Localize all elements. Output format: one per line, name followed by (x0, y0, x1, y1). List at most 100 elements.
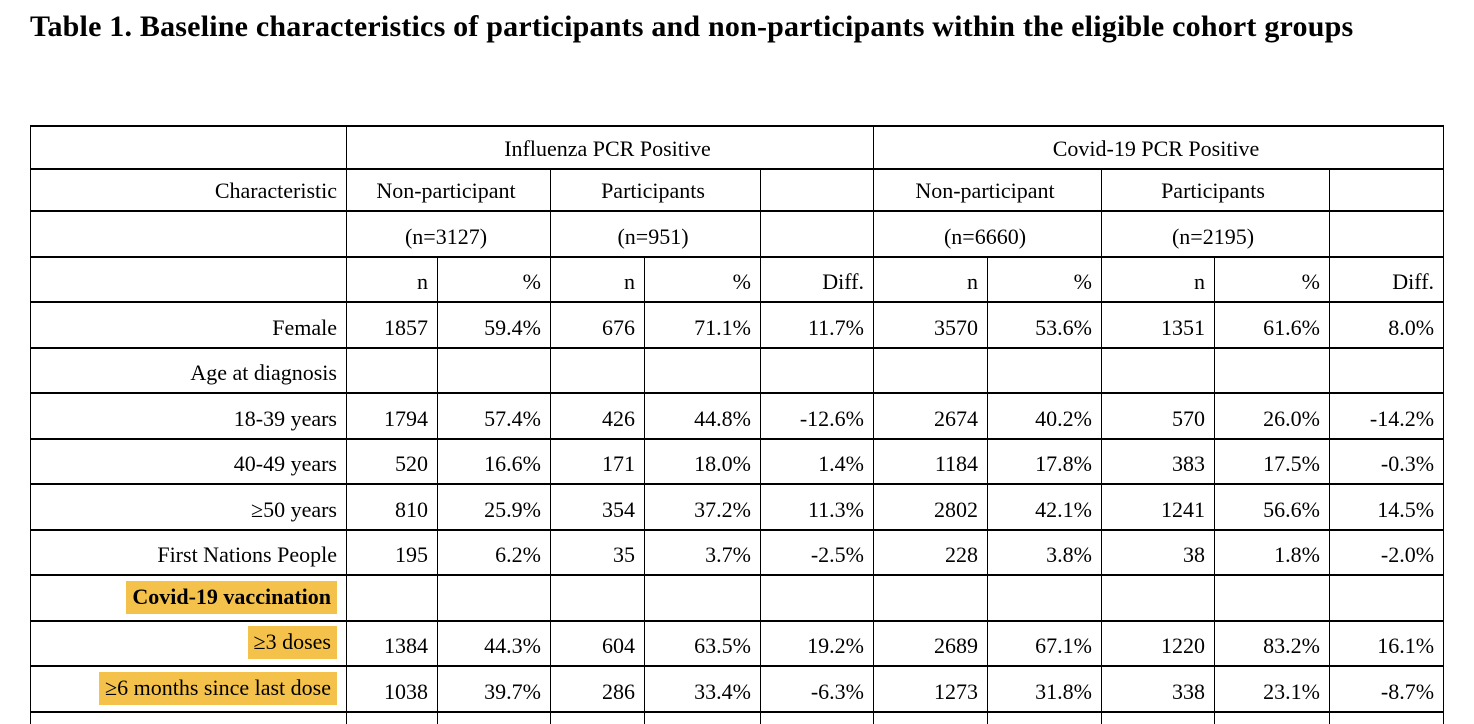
value-cell: 71.1% (644, 301, 761, 349)
highlight-mark: Covid-19 vaccination (126, 580, 337, 614)
row-label: 40-49 years (30, 437, 347, 485)
value-cell: 354 (550, 483, 645, 531)
value-cell: 1384 (346, 619, 438, 667)
empty-cell (1101, 346, 1215, 394)
value-cell: 59.4% (437, 301, 551, 349)
value-cell: 1220 (1101, 619, 1215, 667)
col-header-pct: % (987, 256, 1102, 303)
empty-cell (30, 125, 347, 170)
empty-cell (760, 574, 874, 622)
empty-cell (760, 346, 874, 394)
value-cell: 1.8% (1214, 528, 1330, 576)
value-cell: 383 (1101, 437, 1215, 485)
value-cell: 44.8% (644, 392, 761, 440)
empty-cell (987, 574, 1102, 622)
covid-participants-n: (n=2195) (1101, 210, 1330, 258)
empty-cell (1328, 710, 1445, 724)
row-label: Female (30, 301, 347, 349)
value-cell: 11.3% (760, 483, 874, 531)
col-header-diff: Diff. (760, 256, 874, 303)
value-cell: 1794 (346, 392, 438, 440)
empty-cell (346, 574, 438, 622)
value-cell: 6.2% (437, 528, 551, 576)
value-cell: 1351 (1101, 301, 1215, 349)
value-cell: 286 (550, 665, 645, 713)
value-cell: 8.0% (1328, 301, 1445, 349)
covid-non-participant-n: (n=6660) (873, 210, 1102, 258)
empty-cell (1214, 710, 1330, 724)
value-cell: 3570 (873, 301, 988, 349)
value-cell: 25.9% (437, 483, 551, 531)
characteristic-header: Characteristic (30, 168, 347, 212)
value-cell: 1273 (873, 665, 988, 713)
value-cell: 171 (550, 437, 645, 485)
empty-cell (1101, 574, 1215, 622)
empty-cell (760, 168, 874, 212)
value-cell: 1241 (1101, 483, 1215, 531)
table-row-female: Female 1857 59.4% 676 71.1% 11.7% 3570 5… (30, 301, 1445, 349)
value-cell: 37.2% (644, 483, 761, 531)
value-cell: 228 (873, 528, 988, 576)
empty-cell (346, 710, 438, 724)
value-cell: 426 (550, 392, 645, 440)
value-cell: 338 (1101, 665, 1215, 713)
value-cell: 1184 (873, 437, 988, 485)
value-cell: -6.3% (760, 665, 874, 713)
value-cell: 31.8% (987, 665, 1102, 713)
empty-cell (30, 210, 347, 258)
empty-cell (550, 710, 645, 724)
col-header-n: n (1101, 256, 1215, 303)
influenza-participants-header: Participants (550, 168, 761, 212)
value-cell: 44.3% (437, 619, 551, 667)
row-label: ≥6 months since last dose (30, 665, 347, 713)
empty-cell (873, 710, 988, 724)
value-cell: 23.1% (1214, 665, 1330, 713)
value-cell: 3.8% (987, 528, 1102, 576)
empty-cell (1328, 346, 1445, 394)
table-title: Table 1. Baseline characteristics of par… (30, 10, 1354, 43)
value-cell: 40.2% (987, 392, 1102, 440)
value-cell: 810 (346, 483, 438, 531)
value-cell: 2674 (873, 392, 988, 440)
value-cell: 520 (346, 437, 438, 485)
value-cell: 195 (346, 528, 438, 576)
empty-cell (550, 346, 645, 394)
value-cell: 33.4% (644, 665, 761, 713)
row-label: 18-39 years (30, 392, 347, 440)
value-cell: 83.2% (1214, 619, 1330, 667)
value-cell: 56.6% (1214, 483, 1330, 531)
empty-cell (760, 210, 874, 258)
value-cell: -0.3% (1328, 437, 1445, 485)
empty-cell (1101, 710, 1215, 724)
empty-cell (437, 574, 551, 622)
value-cell: 42.1% (987, 483, 1102, 531)
value-cell: -14.2% (1328, 392, 1445, 440)
col-header-n: n (346, 256, 438, 303)
col-header-pct: % (644, 256, 761, 303)
section-label: Age at diagnosis (30, 346, 347, 394)
value-cell: 1857 (346, 301, 438, 349)
highlight-mark: ≥6 months since last dose (99, 671, 337, 705)
value-cell: -12.6% (760, 392, 874, 440)
value-cell: 676 (550, 301, 645, 349)
value-cell: 2689 (873, 619, 988, 667)
empty-cell (987, 346, 1102, 394)
section-row-covid-19-vaccination: Covid-19 vaccination (30, 574, 1445, 622)
empty-cell (550, 574, 645, 622)
covid-non-participant-header: Non-participant (873, 168, 1102, 212)
value-cell: -2.5% (760, 528, 874, 576)
section-row-age-at-diagnosis: Age at diagnosis (30, 346, 1445, 394)
empty-cell (1328, 210, 1445, 258)
covid-participants-header: Participants (1101, 168, 1330, 212)
empty-cell (346, 346, 438, 394)
col-header-diff: Diff. (1328, 256, 1445, 303)
row-label: ≥3 doses (30, 619, 347, 667)
empty-cell (873, 574, 988, 622)
value-cell: 570 (1101, 392, 1215, 440)
value-cell: 18.0% (644, 437, 761, 485)
empty-cell (644, 710, 761, 724)
col-header-n: n (550, 256, 645, 303)
influenza-participants-n: (n=951) (550, 210, 761, 258)
value-cell: 19.2% (760, 619, 874, 667)
value-cell: 26.0% (1214, 392, 1330, 440)
